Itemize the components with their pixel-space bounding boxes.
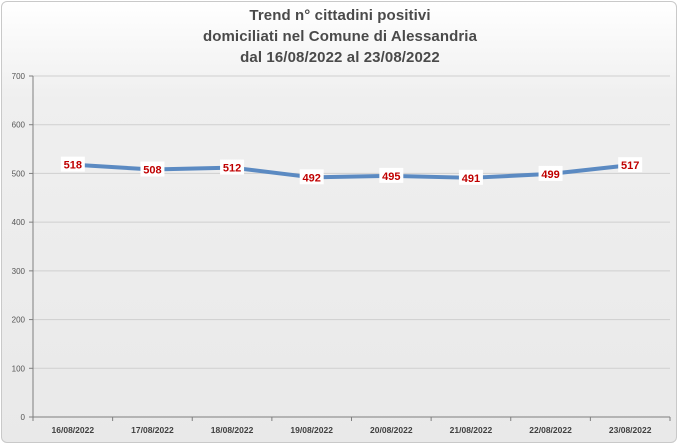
data-label: 491 <box>462 173 480 185</box>
chart-title-line-3: dal 16/08/2022 al 23/08/2022 <box>240 49 440 66</box>
chart-title-line-1: Trend n° cittadini positivi <box>249 7 431 24</box>
data-label-box <box>60 156 85 172</box>
y-tick-label: 100 <box>12 364 26 373</box>
x-tick-label: 20/08/2022 <box>370 425 413 435</box>
data-label-box <box>538 165 563 181</box>
data-label: 495 <box>382 171 400 183</box>
y-tick-label: 300 <box>12 267 26 276</box>
data-label: 492 <box>303 172 321 184</box>
data-label-box <box>458 169 483 185</box>
y-tick-label: 600 <box>12 121 26 130</box>
data-label-box <box>220 159 245 175</box>
x-tick-label: 23/08/2022 <box>609 425 652 435</box>
x-tick-label: 17/08/2022 <box>131 425 174 435</box>
x-tick-label: 16/08/2022 <box>52 425 95 435</box>
data-label: 512 <box>223 163 241 175</box>
chart-title-line-2: domiciliati nel Comune di Alessandria <box>202 28 478 45</box>
data-label-box <box>299 169 324 185</box>
y-tick-label: 400 <box>12 218 26 227</box>
x-tick-label: 21/08/2022 <box>450 425 493 435</box>
data-label-box <box>618 157 643 173</box>
data-label: 518 <box>64 160 82 172</box>
series-line <box>70 162 633 180</box>
y-tick-label: 500 <box>12 169 26 178</box>
x-tick-label: 19/08/2022 <box>290 425 333 435</box>
x-tick-label: 18/08/2022 <box>211 425 254 435</box>
data-label-box <box>140 161 165 177</box>
data-label: 517 <box>621 160 639 172</box>
x-tick-label: 22/08/2022 <box>529 425 572 435</box>
data-label: 508 <box>143 165 161 177</box>
y-tick-label: 0 <box>21 413 26 422</box>
data-label: 499 <box>541 169 559 181</box>
y-tick-label: 200 <box>12 316 26 325</box>
data-label-box <box>379 167 404 183</box>
y-tick-label: 700 <box>12 72 26 81</box>
